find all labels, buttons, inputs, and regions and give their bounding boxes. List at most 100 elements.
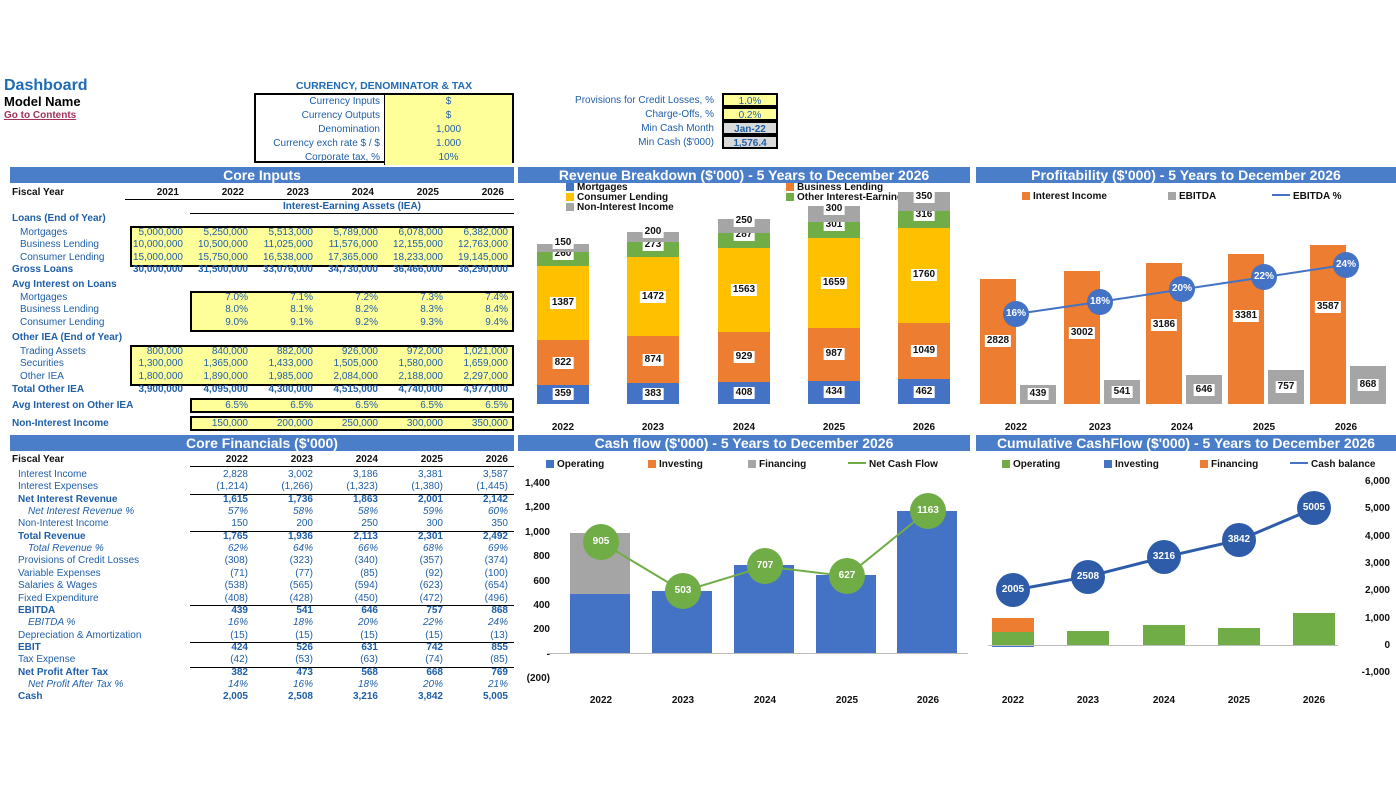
input-cell[interactable]: 972,000 bbox=[406, 346, 443, 357]
go-to-contents-link[interactable]: Go to Contents bbox=[4, 110, 77, 121]
input-cell[interactable]: 7.2% bbox=[355, 292, 378, 303]
fin-cell: 2,142 bbox=[482, 493, 508, 505]
nii-value[interactable]: 350,000 bbox=[471, 418, 508, 429]
provision-input[interactable]: 1.0% bbox=[722, 93, 778, 107]
core-financials-header: Core Financials ($'000) bbox=[10, 435, 514, 451]
ebitda-pct-marker: 22% bbox=[1251, 264, 1277, 291]
input-cell[interactable]: 8.2% bbox=[355, 304, 378, 316]
input-cell[interactable]: 11,576,000 bbox=[328, 239, 378, 251]
fin-cell: 2,828 bbox=[222, 469, 248, 480]
input-cell[interactable]: 10,500,000 bbox=[197, 239, 248, 251]
input-cell[interactable]: 9.2% bbox=[355, 316, 378, 328]
input-block[interactable] bbox=[130, 226, 514, 267]
input-cell[interactable]: 2,188,000 bbox=[398, 370, 444, 382]
operating-bar bbox=[1067, 631, 1109, 645]
input-cell[interactable]: 8.0% bbox=[225, 304, 248, 316]
input-cell[interactable]: 1,985,000 bbox=[268, 370, 314, 382]
input-block[interactable] bbox=[130, 345, 514, 386]
input-block[interactable] bbox=[190, 291, 514, 332]
operating-bar bbox=[1143, 625, 1185, 645]
input-cell[interactable]: 2,084,000 bbox=[333, 370, 379, 382]
input-cell[interactable]: 2,297,000 bbox=[463, 370, 509, 382]
input-cell[interactable]: 10,000,000 bbox=[132, 239, 183, 251]
currency-input[interactable]: 1,000 bbox=[384, 123, 512, 137]
legend-item: Net Cash Flow bbox=[848, 459, 938, 470]
nii-value[interactable]: 250,000 bbox=[341, 418, 378, 429]
nii-block[interactable] bbox=[190, 416, 514, 431]
input-cell[interactable]: 16,538,000 bbox=[262, 251, 313, 263]
input-cell[interactable]: 1,800,000 bbox=[138, 370, 184, 382]
avg-other-value[interactable]: 6.5% bbox=[420, 400, 443, 411]
input-cell[interactable]: 15,750,000 bbox=[197, 251, 248, 263]
fin-cell: (654) bbox=[484, 580, 508, 592]
nii-value[interactable]: 150,000 bbox=[211, 418, 248, 429]
input-cell[interactable]: 1,300,000 bbox=[138, 358, 184, 370]
input-cell[interactable]: 1,505,000 bbox=[333, 358, 379, 370]
input-cell[interactable]: 18,233,000 bbox=[392, 251, 443, 263]
input-cell[interactable]: 12,155,000 bbox=[392, 239, 443, 251]
input-cell[interactable]: 800,000 bbox=[146, 346, 183, 357]
input-cell[interactable]: 6,078,000 bbox=[398, 227, 444, 238]
input-cell[interactable]: 12,763,000 bbox=[457, 239, 508, 251]
input-cell[interactable]: 5,000,000 bbox=[138, 227, 184, 238]
fin-cell: (77) bbox=[295, 567, 313, 579]
input-cell[interactable]: 9.1% bbox=[290, 316, 313, 328]
legend-label: Mortgages bbox=[577, 182, 628, 193]
input-cell[interactable]: 5,513,000 bbox=[268, 227, 314, 238]
nii-value[interactable]: 300,000 bbox=[406, 418, 443, 429]
input-cell[interactable]: 840,000 bbox=[211, 346, 248, 357]
input-cell[interactable]: 1,433,000 bbox=[268, 358, 314, 370]
provision-input[interactable]: 0.2% bbox=[722, 107, 778, 121]
input-cell[interactable]: 7.3% bbox=[420, 292, 443, 303]
input-cell[interactable]: 6,382,000 bbox=[463, 227, 509, 238]
input-cell[interactable]: 8.4% bbox=[485, 304, 508, 316]
currency-input[interactable]: $ bbox=[384, 95, 512, 109]
currency-label: Currency exch rate $ / $ bbox=[273, 138, 380, 149]
input-cell[interactable]: 9.3% bbox=[420, 316, 443, 328]
fin-cell: 2,301 bbox=[417, 530, 443, 542]
input-cell[interactable]: 882,000 bbox=[276, 346, 313, 357]
fin-cell: (85) bbox=[360, 567, 378, 579]
gross-loans-value: 30,000,000 bbox=[132, 264, 183, 275]
input-cell[interactable]: 17,365,000 bbox=[327, 251, 378, 263]
row-rule bbox=[190, 641, 514, 643]
fin-cell: (92) bbox=[425, 567, 443, 579]
input-cell[interactable]: 9.4% bbox=[485, 316, 508, 328]
fin-cell: 769 bbox=[491, 666, 508, 678]
input-cell[interactable]: 8.1% bbox=[290, 304, 313, 316]
nii-value[interactable]: 200,000 bbox=[276, 418, 313, 429]
input-cell[interactable]: 15,000,000 bbox=[132, 251, 183, 263]
avg-other-value[interactable]: 6.5% bbox=[225, 400, 248, 411]
avg-other-value[interactable]: 6.5% bbox=[355, 400, 378, 411]
input-cell[interactable]: 5,250,000 bbox=[203, 227, 249, 238]
input-cell[interactable]: 1,021,000 bbox=[463, 346, 509, 357]
input-cell[interactable]: 11,025,000 bbox=[263, 239, 313, 251]
provision-row: Min Cash Month bbox=[520, 122, 720, 136]
currency-input[interactable]: $ bbox=[384, 109, 512, 123]
avg-other-block[interactable] bbox=[190, 398, 514, 413]
legend-item: Investing bbox=[648, 459, 703, 470]
input-cell[interactable]: 9.0% bbox=[225, 316, 248, 328]
input-cell[interactable]: 7.1% bbox=[290, 292, 313, 303]
data-label: 150 bbox=[552, 236, 574, 249]
input-cell[interactable]: 7.0% bbox=[225, 292, 248, 303]
input-cell[interactable]: 8.3% bbox=[420, 304, 443, 316]
input-cell[interactable]: 926,000 bbox=[341, 346, 378, 357]
input-cell[interactable]: 1,890,000 bbox=[203, 370, 249, 382]
input-cell[interactable]: 1,365,000 bbox=[203, 358, 249, 370]
row-label: Trading Assets bbox=[20, 346, 86, 357]
row-label: Securities bbox=[20, 358, 64, 370]
currency-input[interactable]: 1.000 bbox=[384, 137, 512, 151]
avg-other-value[interactable]: 6.5% bbox=[290, 400, 313, 411]
year-header: 2025 bbox=[416, 187, 439, 198]
input-cell[interactable]: 1,659,000 bbox=[463, 358, 509, 370]
currency-input[interactable]: 10% bbox=[384, 151, 512, 165]
input-cell[interactable]: 19,145,000 bbox=[457, 251, 508, 263]
input-cell[interactable]: 7.4% bbox=[485, 292, 508, 303]
avg-other-value[interactable]: 6.5% bbox=[485, 400, 508, 411]
data-label: 3381 bbox=[1232, 310, 1260, 323]
input-cell[interactable]: 1,580,000 bbox=[398, 358, 444, 370]
legend-item: Business Lending bbox=[786, 182, 883, 193]
input-cell[interactable]: 5,789,000 bbox=[333, 227, 379, 238]
data-label: 301 bbox=[823, 219, 845, 232]
